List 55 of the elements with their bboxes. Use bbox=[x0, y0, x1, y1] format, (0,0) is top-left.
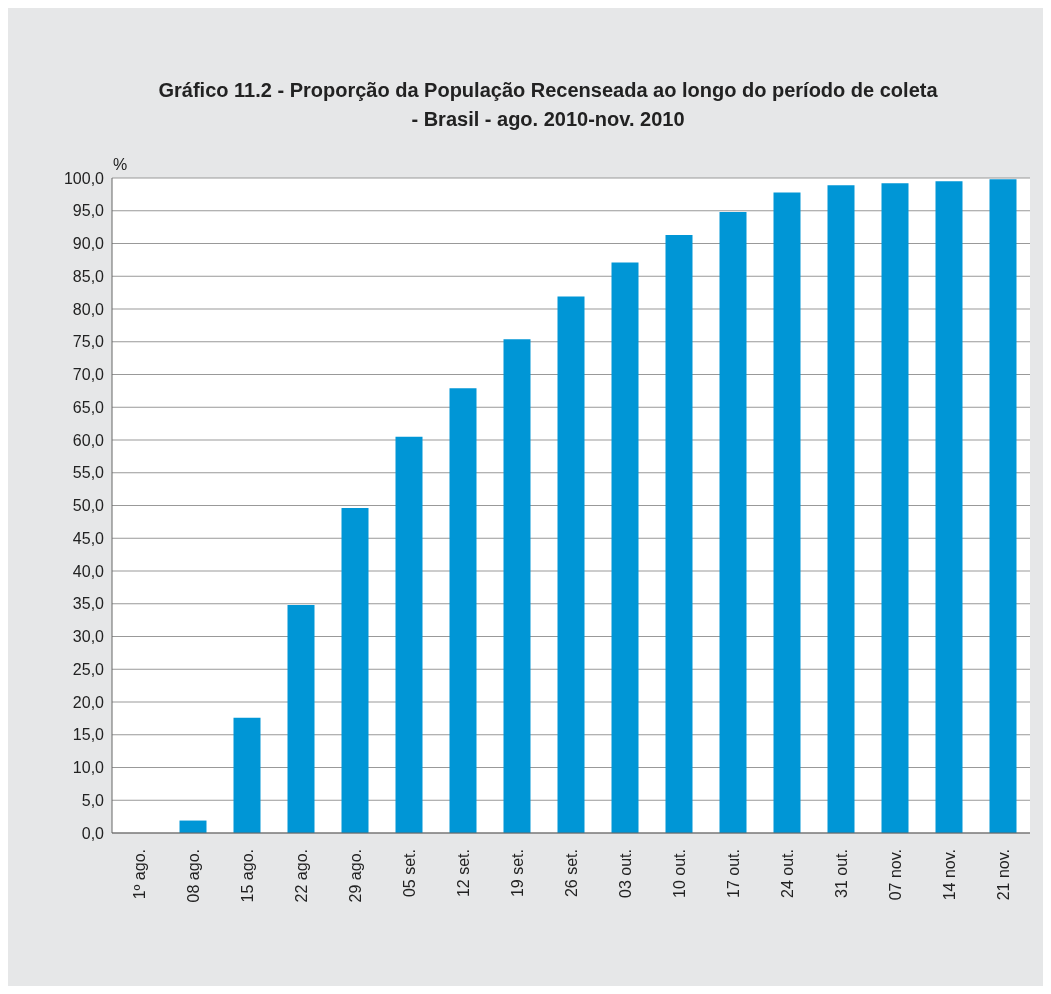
x-tick-label: 15 ago. bbox=[239, 849, 256, 903]
x-tick-label: 03 out. bbox=[617, 849, 634, 898]
y-tick-label: 90,0 bbox=[72, 235, 105, 253]
x-tick-label: 29 ago. bbox=[347, 849, 364, 903]
bar bbox=[611, 262, 639, 833]
x-tick-label: 07 nov. bbox=[887, 849, 904, 901]
x-tick-label: 19 set. bbox=[509, 849, 526, 898]
x-tick-label: 31 out. bbox=[833, 849, 850, 898]
x-tick-label: 08 ago. bbox=[185, 849, 202, 903]
y-tick-label: 10,0 bbox=[72, 759, 105, 777]
x-tick-label: 21 nov. bbox=[995, 849, 1012, 901]
x-tick-label: 22 ago. bbox=[293, 849, 310, 903]
y-tick-label: 30,0 bbox=[72, 628, 105, 646]
chart-title: Gráfico 11.2 - Proporção da População Recenseada ao longo do período de coleta - Brasil - ago. 2010-nov. 2010 bbox=[158, 78, 938, 132]
y-tick-label: 50,0 bbox=[72, 497, 105, 515]
bar bbox=[935, 181, 963, 833]
x-tick-label: 14 nov. bbox=[941, 849, 958, 901]
bar bbox=[287, 605, 315, 833]
y-tick-label: 25,0 bbox=[72, 660, 105, 678]
y-tick-label: 80,0 bbox=[72, 300, 105, 318]
y-tick-label: 35,0 bbox=[72, 595, 105, 613]
x-tick-label: 10 out. bbox=[671, 849, 688, 898]
y-tick-label: 0,0 bbox=[81, 824, 105, 842]
y-tick-label: 60,0 bbox=[72, 431, 105, 449]
bar bbox=[557, 296, 585, 833]
x-tick-label: 17 out. bbox=[725, 849, 742, 898]
y-tick-label: 55,0 bbox=[72, 464, 105, 482]
y-tick-label: 40,0 bbox=[72, 562, 105, 580]
bar bbox=[395, 436, 423, 833]
y-tick-label: 45,0 bbox=[72, 529, 105, 547]
y-tick-label: 85,0 bbox=[72, 267, 105, 285]
y-axis-title: % bbox=[113, 156, 128, 174]
bar bbox=[773, 192, 801, 833]
x-tick-label: 12 set. bbox=[455, 849, 472, 898]
x-tick-label: 05 set. bbox=[401, 849, 418, 898]
y-tick-label: 65,0 bbox=[72, 398, 105, 416]
y-tick-label: 95,0 bbox=[72, 202, 105, 220]
y-tick-label: 15,0 bbox=[72, 726, 105, 744]
bar bbox=[665, 234, 693, 833]
y-tick-label: 70,0 bbox=[72, 366, 105, 384]
bar bbox=[827, 185, 855, 833]
x-tick-label: 26 set. bbox=[563, 849, 580, 898]
bar bbox=[881, 183, 909, 833]
x-tick-label: 1º ago. bbox=[131, 849, 148, 900]
y-tick-label: 5,0 bbox=[81, 791, 105, 809]
y-tick-label: 75,0 bbox=[72, 333, 105, 351]
bar bbox=[449, 388, 477, 833]
y-tick-label: 20,0 bbox=[72, 693, 105, 711]
bar bbox=[503, 339, 531, 833]
bar bbox=[233, 717, 261, 833]
bar bbox=[719, 212, 747, 833]
y-tick-label: 100,0 bbox=[63, 169, 105, 187]
bar bbox=[989, 179, 1017, 833]
x-tick-label: 24 out. bbox=[779, 849, 796, 898]
bar bbox=[341, 508, 369, 833]
